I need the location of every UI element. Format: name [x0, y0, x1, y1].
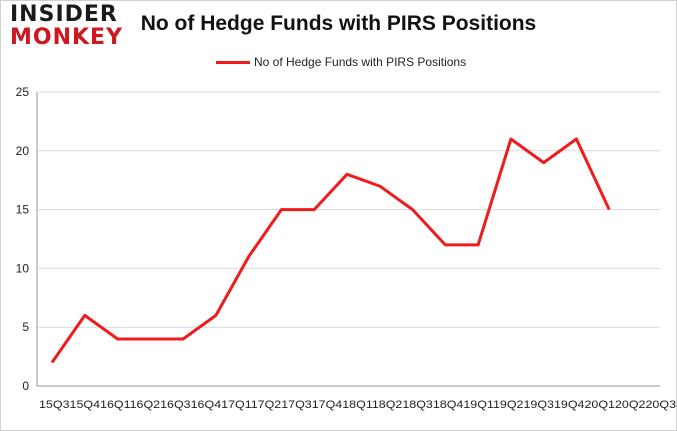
chart-title: No of Hedge Funds with PIRS Positions [140, 12, 537, 35]
y-tick-label: 25 [16, 85, 30, 99]
y-tick-label: 10 [16, 261, 30, 275]
y-tick-label: 0 [22, 379, 29, 393]
axes [36, 92, 660, 387]
logo-line-1: INSIDER [10, 2, 118, 27]
series-layer [50, 137, 611, 364]
chart-legend: No of Hedge Funds with PIRS Positions [216, 55, 466, 69]
series-line [50, 137, 611, 364]
y-tick-label: 15 [16, 203, 30, 217]
x-tick-labels: 15Q315Q416Q116Q216Q316Q417Q117Q217Q317Q4… [39, 399, 676, 411]
grid-lines [37, 91, 660, 328]
y-tick-label: 20 [16, 144, 30, 158]
legend-label: No of Hedge Funds with PIRS Positions [254, 55, 467, 69]
y-tick-label: 5 [22, 320, 29, 334]
legend-swatch [216, 60, 250, 64]
x-axis-ticks: 15Q315Q416Q116Q216Q316Q417Q117Q217Q317Q4… [39, 399, 676, 411]
y-axis-ticks: 0 5 10 15 20 25 [16, 85, 30, 393]
logo-line-2: MONKEY [10, 25, 124, 50]
insider-monkey-logo: INSIDER MONKEY [10, 4, 126, 49]
